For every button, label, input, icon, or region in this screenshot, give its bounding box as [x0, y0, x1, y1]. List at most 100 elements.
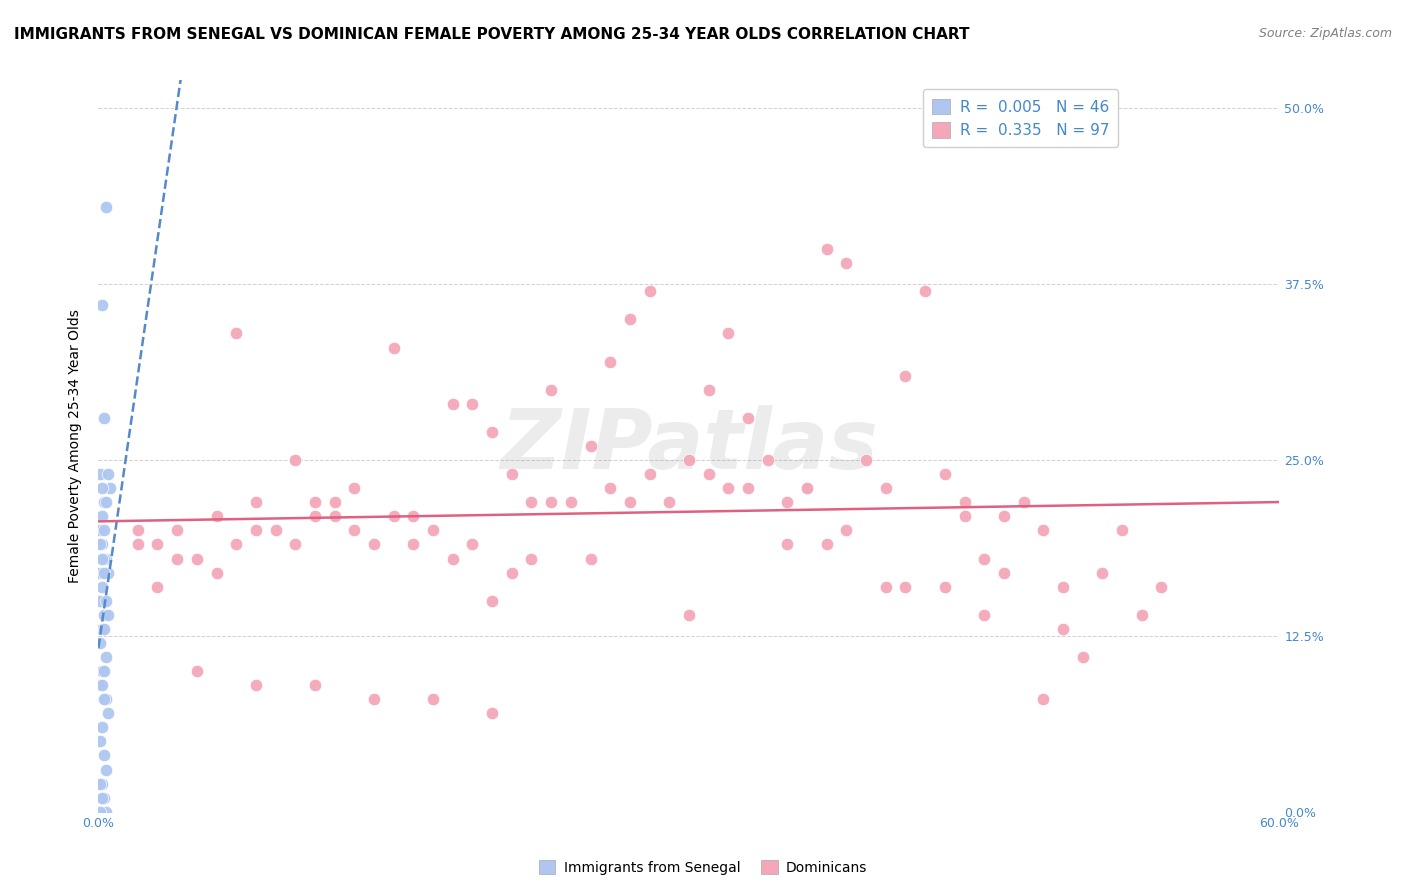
Point	[97, 706, 120, 721]
Point	[501, 566, 523, 580]
Text: ZIPatlas: ZIPatlas	[501, 406, 877, 486]
Point	[91, 678, 114, 692]
Point	[91, 776, 114, 790]
Point	[89, 566, 111, 580]
Point	[91, 481, 114, 495]
Point	[91, 298, 114, 312]
Point	[343, 481, 366, 495]
Point	[678, 453, 700, 467]
Point	[323, 509, 346, 524]
Point	[96, 495, 118, 509]
Point	[855, 453, 877, 467]
Point	[540, 495, 562, 509]
Point	[166, 551, 188, 566]
Point	[245, 524, 267, 538]
Point	[481, 425, 503, 439]
Point	[1052, 580, 1074, 594]
Point	[98, 481, 121, 495]
Point	[953, 509, 976, 524]
Point	[993, 509, 1015, 524]
Point	[93, 524, 115, 538]
Point	[501, 467, 523, 482]
Point	[717, 326, 740, 341]
Point	[93, 551, 115, 566]
Point	[304, 678, 326, 692]
Point	[638, 285, 661, 299]
Point	[815, 242, 838, 256]
Point	[96, 200, 118, 214]
Point	[717, 481, 740, 495]
Point	[96, 692, 118, 706]
Point	[93, 748, 115, 763]
Point	[1130, 607, 1153, 622]
Point	[89, 678, 111, 692]
Point	[422, 524, 444, 538]
Text: IMMIGRANTS FROM SENEGAL VS DOMINICAN FEMALE POVERTY AMONG 25-34 YEAR OLDS CORREL: IMMIGRANTS FROM SENEGAL VS DOMINICAN FEM…	[14, 27, 970, 42]
Point	[245, 678, 267, 692]
Point	[93, 495, 115, 509]
Point	[343, 524, 366, 538]
Point	[1032, 524, 1054, 538]
Point	[284, 537, 307, 551]
Point	[96, 650, 118, 665]
Point	[894, 368, 917, 383]
Point	[737, 481, 759, 495]
Point	[323, 495, 346, 509]
Point	[363, 537, 385, 551]
Point	[96, 763, 118, 777]
Point	[638, 467, 661, 482]
Point	[481, 706, 503, 721]
Point	[96, 593, 118, 607]
Point	[97, 467, 120, 482]
Point	[540, 383, 562, 397]
Point	[304, 509, 326, 524]
Point	[205, 509, 228, 524]
Point	[264, 524, 287, 538]
Point	[89, 537, 111, 551]
Point	[756, 453, 779, 467]
Point	[89, 524, 111, 538]
Point	[89, 734, 111, 748]
Point	[953, 495, 976, 509]
Legend: R =  0.005   N = 46, R =  0.335   N = 97: R = 0.005 N = 46, R = 0.335 N = 97	[922, 89, 1118, 147]
Point	[993, 566, 1015, 580]
Point	[97, 566, 120, 580]
Point	[441, 397, 464, 411]
Point	[1012, 495, 1035, 509]
Point	[520, 495, 543, 509]
Point	[166, 524, 188, 538]
Point	[91, 551, 114, 566]
Point	[91, 622, 114, 636]
Point	[96, 805, 118, 819]
Point	[1032, 692, 1054, 706]
Point	[93, 607, 115, 622]
Point	[973, 551, 995, 566]
Point	[146, 537, 169, 551]
Point	[96, 551, 118, 566]
Point	[89, 636, 111, 650]
Point	[619, 312, 641, 326]
Point	[796, 481, 818, 495]
Point	[796, 481, 818, 495]
Point	[1052, 622, 1074, 636]
Point	[481, 593, 503, 607]
Point	[205, 566, 228, 580]
Point	[186, 551, 208, 566]
Point	[284, 453, 307, 467]
Point	[579, 439, 602, 453]
Point	[934, 580, 956, 594]
Point	[658, 495, 681, 509]
Point	[520, 551, 543, 566]
Point	[579, 551, 602, 566]
Point	[382, 509, 405, 524]
Point	[737, 410, 759, 425]
Point	[835, 524, 858, 538]
Point	[93, 664, 115, 678]
Point	[560, 495, 582, 509]
Point	[93, 566, 115, 580]
Point	[697, 467, 720, 482]
Point	[422, 692, 444, 706]
Point	[1091, 566, 1114, 580]
Point	[91, 720, 114, 734]
Text: Source: ZipAtlas.com: Source: ZipAtlas.com	[1258, 27, 1392, 40]
